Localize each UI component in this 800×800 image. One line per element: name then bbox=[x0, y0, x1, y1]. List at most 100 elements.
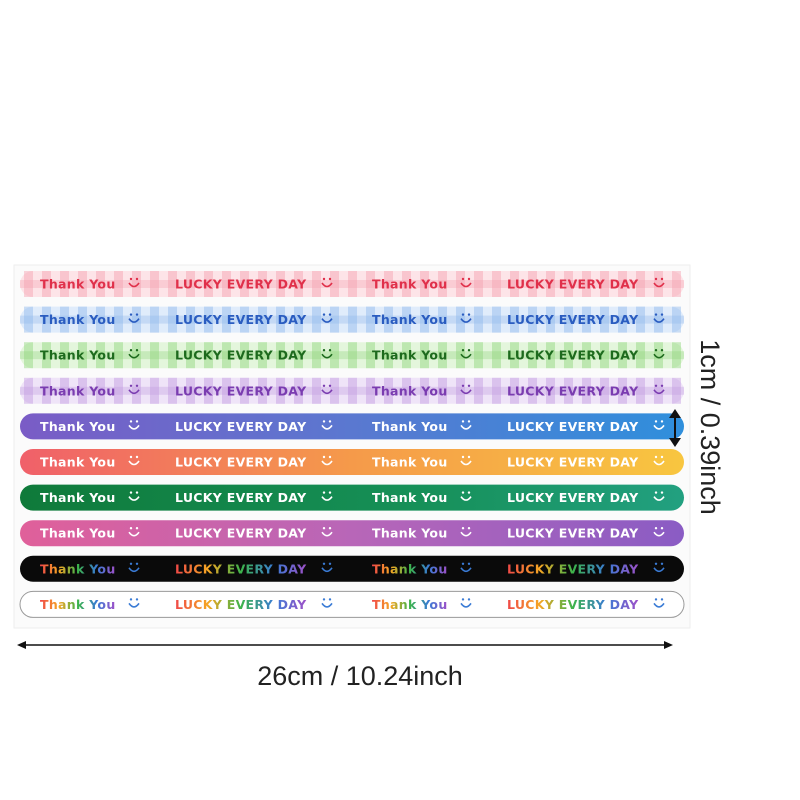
sticker-strip: Thank You LUCKY EVERY DAY Thank You LUCKY E… bbox=[20, 271, 684, 297]
smiley-eye bbox=[328, 491, 332, 494]
gingham-check bbox=[60, 271, 69, 297]
sticker-text: Thank You bbox=[40, 383, 116, 398]
smiley-eye bbox=[322, 455, 326, 459]
smiley-eye bbox=[467, 527, 471, 530]
gingham-check bbox=[24, 377, 33, 404]
smiley-eye bbox=[660, 562, 664, 565]
gingham-check bbox=[222, 271, 231, 297]
smiley-eye bbox=[461, 349, 465, 352]
smiley-eye bbox=[467, 384, 471, 387]
gingham-check bbox=[636, 377, 645, 404]
gingham-check bbox=[168, 342, 177, 369]
strip-background bbox=[20, 413, 684, 440]
smiley-eye bbox=[654, 349, 658, 352]
smiley-eye bbox=[654, 277, 658, 281]
smiley-icon bbox=[128, 353, 140, 359]
gingham-check bbox=[618, 342, 627, 369]
smiley-eye bbox=[322, 527, 326, 530]
gingham-check bbox=[492, 306, 501, 333]
gingham-check bbox=[24, 306, 33, 333]
smiley-icon bbox=[460, 353, 472, 359]
smiley-eye bbox=[461, 313, 465, 316]
smiley-eye bbox=[135, 277, 139, 281]
gingham-check bbox=[402, 342, 411, 369]
gingham-check bbox=[276, 377, 285, 404]
gingham-check bbox=[150, 342, 159, 369]
gingham-check bbox=[114, 342, 123, 369]
gingham-check bbox=[42, 271, 51, 297]
gingham-check bbox=[114, 271, 123, 297]
smiley-eye bbox=[328, 349, 332, 352]
gingham-check bbox=[384, 377, 393, 404]
gingham-check bbox=[78, 377, 87, 404]
width-dimension: 26cm / 10.24inch bbox=[17, 641, 673, 691]
gingham-check bbox=[42, 377, 51, 404]
gingham-check bbox=[24, 342, 33, 369]
smiley-eye bbox=[135, 384, 139, 387]
gingham-check bbox=[42, 342, 51, 369]
smiley-eye bbox=[660, 598, 664, 601]
gingham-check bbox=[222, 377, 231, 404]
gingham-check bbox=[654, 342, 663, 369]
sticker-text: Thank You bbox=[372, 490, 448, 505]
smiley-eye bbox=[129, 277, 133, 281]
strip-background bbox=[20, 306, 684, 333]
sticker-text: Thank You bbox=[40, 597, 116, 612]
gingham-check bbox=[294, 306, 303, 333]
smiley-eye bbox=[328, 455, 332, 459]
sticker-strip: Thank You LUCKY EVERY DAY Thank You LUCKY E… bbox=[20, 306, 684, 333]
sticker-text: Thank You bbox=[372, 312, 448, 327]
smiley-eye bbox=[328, 527, 332, 530]
smiley-eye bbox=[328, 384, 332, 387]
smiley-eye bbox=[660, 384, 664, 387]
smiley-eye bbox=[461, 491, 465, 494]
smiley-eye bbox=[129, 562, 133, 565]
sticker-text: LUCKY EVERY DAY bbox=[507, 419, 639, 434]
gingham-check bbox=[114, 377, 123, 404]
sticker-text: Thank You bbox=[372, 526, 448, 541]
strip-background bbox=[20, 555, 684, 582]
gingham-check bbox=[672, 377, 681, 404]
sticker-text: LUCKY EVERY DAY bbox=[507, 455, 639, 470]
strip-background bbox=[20, 271, 684, 297]
gingham-check bbox=[582, 342, 591, 369]
sticker-text: Thank You bbox=[40, 312, 116, 327]
gingham-check bbox=[78, 306, 87, 333]
sticker-strip: Thank You LUCKY EVERY DAY Thank You LUCKY E… bbox=[20, 413, 684, 440]
strip-background bbox=[20, 377, 684, 404]
smiley-eye bbox=[135, 598, 139, 601]
smiley-icon bbox=[321, 531, 333, 537]
gingham-check bbox=[492, 271, 501, 297]
gingham-check bbox=[654, 377, 663, 404]
gingham-check bbox=[276, 271, 285, 297]
gingham-check bbox=[672, 271, 681, 297]
gingham-check bbox=[330, 306, 339, 333]
sticker-text: LUCKY EVERY DAY bbox=[175, 312, 307, 327]
gingham-check bbox=[564, 342, 573, 369]
gingham-check bbox=[24, 271, 33, 297]
gingham-check bbox=[366, 306, 375, 333]
gingham-check bbox=[132, 306, 141, 333]
smiley-eye bbox=[129, 384, 133, 387]
smiley-icon bbox=[653, 353, 665, 359]
sticker-text: LUCKY EVERY DAY bbox=[507, 383, 639, 398]
sticker-text: LUCKY EVERY DAY bbox=[507, 490, 639, 505]
gingham-check bbox=[438, 377, 447, 404]
gingham-check bbox=[168, 377, 177, 404]
gingham-check bbox=[528, 306, 537, 333]
smiley-icon bbox=[321, 602, 333, 608]
smiley-icon bbox=[321, 424, 333, 430]
strip-background bbox=[20, 449, 684, 475]
smiley-eye bbox=[135, 313, 139, 316]
gingham-check bbox=[636, 271, 645, 297]
gingham-check bbox=[474, 342, 483, 369]
gingham-check bbox=[330, 271, 339, 297]
smiley-eye bbox=[660, 455, 664, 459]
smiley-icon bbox=[128, 567, 140, 573]
gingham-check bbox=[240, 271, 249, 297]
smiley-eye bbox=[322, 349, 326, 352]
gingham-check bbox=[474, 377, 483, 404]
height-dimension: 1cm / 0.39inch bbox=[669, 339, 725, 515]
gingham-check bbox=[330, 342, 339, 369]
gingham-check bbox=[168, 271, 177, 297]
